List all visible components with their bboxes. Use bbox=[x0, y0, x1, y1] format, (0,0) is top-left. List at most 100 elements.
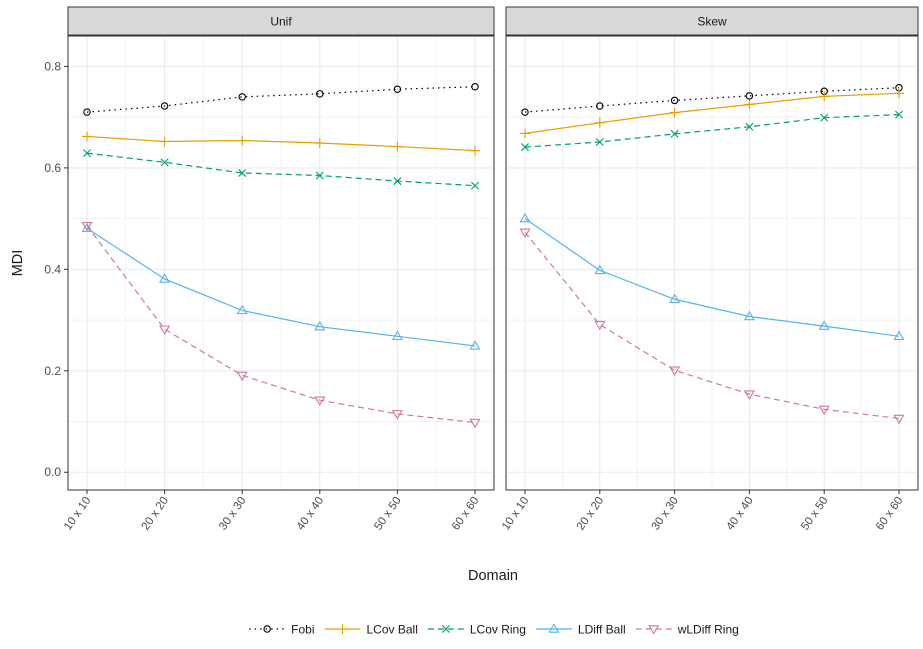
data-point-ldiff-ball bbox=[159, 273, 171, 283]
x-tick-label: 40 x 40 bbox=[724, 495, 755, 533]
data-point-lcov-ring bbox=[820, 113, 829, 122]
data-point-fobi bbox=[316, 90, 324, 98]
panel-border bbox=[505, 35, 919, 491]
legend-label: LDiff Ball bbox=[578, 623, 626, 637]
data-point-fobi bbox=[521, 108, 529, 116]
data-point-lcov-ring bbox=[393, 177, 402, 186]
series-fobi bbox=[521, 83, 903, 116]
x-tick-label: 50 x 50 bbox=[372, 495, 403, 533]
data-point-ldiff-ball bbox=[391, 330, 403, 341]
data-point-wldiff-ring bbox=[519, 228, 531, 238]
data-point-lcov-ball bbox=[819, 91, 830, 102]
y-tick-label: 0.8 bbox=[44, 59, 61, 73]
x-tick-label: 10 x 10 bbox=[62, 495, 93, 533]
data-point-ldiff-ball bbox=[314, 320, 326, 331]
data-point-wldiff-ring bbox=[391, 410, 403, 420]
data-point-lcov-ring bbox=[471, 181, 479, 190]
data-point-ldiff-ball bbox=[743, 310, 755, 321]
series-line-lcov-ball bbox=[524, 92, 900, 134]
series-lcov-ball bbox=[82, 131, 480, 156]
data-point-lcov-ring bbox=[238, 168, 247, 177]
y-tick-label: 0.4 bbox=[44, 262, 61, 276]
x-tick-label: 60 x 60 bbox=[874, 495, 905, 533]
data-point-lcov-ring bbox=[83, 149, 91, 158]
legend-label: LCov Ring bbox=[470, 623, 526, 637]
legend-label: Fobi bbox=[291, 623, 314, 637]
series-line-wldiff-ring bbox=[86, 225, 476, 424]
data-point-ldiff-ball bbox=[818, 320, 830, 330]
legend-label: LCov Ball bbox=[367, 623, 418, 637]
data-point-lcov-ball bbox=[669, 107, 680, 118]
y-tick-label: 0.2 bbox=[44, 364, 61, 378]
panel-border bbox=[67, 35, 495, 491]
legend-item-ldiff-ball: LDiff Ball bbox=[535, 623, 626, 637]
data-point-fobi bbox=[745, 92, 754, 100]
data-point-ldiff-ball bbox=[236, 304, 248, 315]
data-point-wldiff-ring bbox=[159, 325, 171, 335]
legend-key-marker bbox=[337, 624, 348, 634]
series-line-lcov-ball bbox=[86, 135, 476, 152]
data-point-lcov-ball bbox=[744, 99, 755, 110]
legend: Fobi LCov Ball LCov Ring LDiff Ball wLDiff R… bbox=[249, 623, 739, 637]
x-tick-label: 30 x 30 bbox=[650, 495, 681, 533]
legend-label: wLDiff Ring bbox=[677, 623, 739, 637]
legend-key-marker bbox=[441, 625, 450, 633]
data-point-lcov-ring bbox=[315, 171, 324, 180]
data-point-ldiff-ball bbox=[519, 212, 531, 223]
y-axis-title: MDI bbox=[10, 250, 26, 277]
legend-item-lcov-ring: LCov Ring bbox=[427, 623, 526, 637]
facet-strip-label: Skew bbox=[697, 15, 727, 29]
data-point-ldiff-ball bbox=[594, 264, 606, 275]
series-line-wldiff-ring bbox=[524, 231, 900, 420]
x-axis-title: Domain bbox=[468, 568, 518, 584]
data-point-fobi bbox=[596, 102, 604, 110]
data-point-wldiff-ring bbox=[469, 418, 481, 429]
gridlines bbox=[68, 36, 494, 490]
x-tick-label: 30 x 30 bbox=[217, 495, 248, 533]
data-point-fobi bbox=[238, 93, 246, 101]
data-point-wldiff-ring bbox=[743, 390, 755, 400]
y-tick-label: 0.0 bbox=[44, 465, 61, 479]
x-tick-label: 40 x 40 bbox=[295, 495, 326, 533]
x-tick-label: 10 x 10 bbox=[500, 495, 531, 533]
series-wldiff-ring bbox=[519, 228, 905, 425]
data-point-wldiff-ring bbox=[818, 405, 830, 416]
facet-strip bbox=[67, 6, 495, 36]
data-point-wldiff-ring bbox=[893, 414, 905, 425]
data-point-lcov-ring bbox=[160, 158, 169, 167]
data-point-lcov-ball bbox=[237, 135, 248, 146]
legend-item-fobi: Fobi bbox=[249, 623, 315, 637]
series-lcov-ring bbox=[521, 110, 903, 152]
data-point-lcov-ball bbox=[470, 145, 480, 156]
legend-key-marker bbox=[548, 623, 560, 633]
x-tick-label: 50 x 50 bbox=[799, 495, 830, 533]
data-point-ldiff-ball bbox=[81, 222, 93, 233]
data-point-fobi bbox=[670, 96, 679, 105]
series-wldiff-ring bbox=[81, 221, 481, 429]
data-point-lcov-ring bbox=[895, 110, 903, 119]
legend-item-wldiff-ring: wLDiff Ring bbox=[635, 623, 739, 637]
data-point-fobi bbox=[471, 82, 479, 91]
facet-panel-skew: Skew 10 x 10 20 x 20 30 x 30 40 x 40 50 x 50 6… bbox=[500, 6, 919, 533]
series-lcov-ball bbox=[520, 88, 904, 139]
x-tick-label: 20 x 20 bbox=[575, 495, 606, 533]
data-point-lcov-ring bbox=[745, 122, 754, 131]
data-point-wldiff-ring bbox=[669, 366, 681, 376]
data-point-lcov-ring bbox=[521, 143, 529, 152]
data-point-lcov-ball bbox=[159, 136, 170, 147]
data-point-fobi bbox=[393, 85, 402, 94]
facet-strip-label: Unif bbox=[270, 15, 292, 29]
data-point-ldiff-ball bbox=[669, 293, 681, 304]
series-lcov-ring bbox=[83, 149, 479, 190]
data-point-ldiff-ball bbox=[893, 330, 905, 341]
series-ldiff-ball bbox=[519, 212, 905, 341]
data-point-wldiff-ring bbox=[314, 396, 326, 406]
legend-key-marker bbox=[648, 625, 660, 635]
x-tick-label: 60 x 60 bbox=[450, 495, 481, 533]
facet-strip bbox=[505, 6, 919, 36]
data-point-lcov-ball bbox=[520, 128, 530, 139]
data-point-lcov-ring bbox=[595, 138, 604, 147]
facet-panel-unif: Unif 10 x 10 20 x 20 30 x 30 40 x 40 50 x 50 6… bbox=[62, 6, 495, 533]
